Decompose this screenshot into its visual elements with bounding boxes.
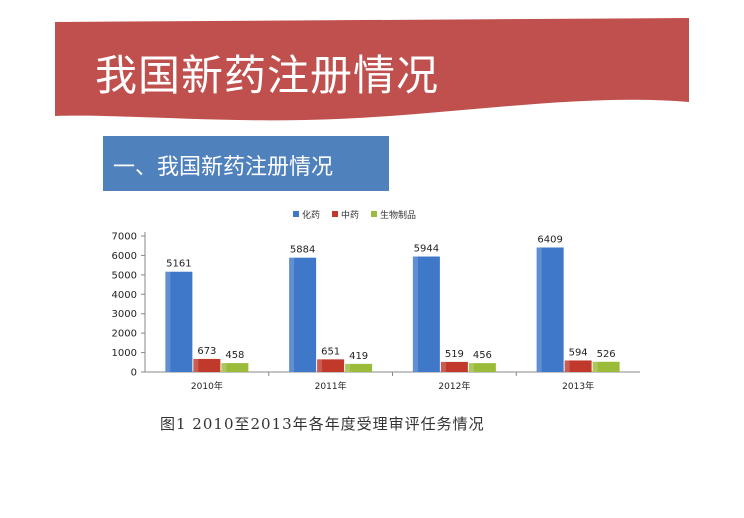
bar-highlight — [289, 257, 295, 372]
y-tick-label: 5000 — [112, 270, 137, 281]
y-tick-label: 3000 — [112, 309, 137, 320]
y-tick-label: 7000 — [112, 232, 137, 243]
y-tick-label: 4000 — [112, 290, 137, 301]
bar-highlight — [564, 360, 570, 372]
y-tick-label: 6000 — [112, 251, 137, 262]
data-label: 6409 — [537, 234, 562, 245]
bar-highlight — [193, 358, 199, 372]
bar-highlight — [592, 361, 598, 372]
legend-label: 中药 — [341, 209, 359, 221]
section-title: 一、我国新药注册情况 — [113, 155, 334, 180]
bar-highlight — [468, 363, 474, 372]
bar — [468, 363, 496, 372]
data-label: 458 — [225, 350, 244, 361]
data-label: 526 — [597, 349, 616, 360]
data-label: 519 — [445, 349, 464, 360]
data-label: 5884 — [290, 245, 315, 256]
bar — [592, 361, 620, 372]
y-tick-label: 1000 — [112, 348, 137, 359]
x-tick-label: 2010年 — [191, 380, 223, 392]
bar-chart: 化药 中药 生物制品 0 1000 2000 3000 4000 5000 6000 7000 201… — [95, 200, 655, 405]
legend-label: 生物制品 — [380, 209, 416, 221]
bar-highlight — [412, 256, 418, 372]
data-label: 5161 — [166, 259, 191, 270]
bar — [564, 360, 592, 372]
legend-label: 化药 — [302, 209, 320, 221]
bar — [412, 256, 440, 372]
bar — [536, 247, 564, 372]
bar — [345, 363, 373, 372]
bar-highlight — [440, 361, 446, 372]
y-tick-label: 2000 — [112, 329, 137, 340]
data-label: 456 — [473, 350, 492, 361]
bar — [193, 358, 221, 372]
data-label: 5944 — [414, 244, 439, 255]
data-label: 594 — [569, 347, 588, 358]
bar-highlight — [536, 247, 542, 372]
bar — [289, 257, 317, 372]
bar-highlight — [221, 363, 227, 372]
section-header: 一、我国新药注册情况 — [103, 136, 389, 191]
data-label: 673 — [197, 346, 216, 357]
data-label: 651 — [321, 346, 340, 357]
bar-highlight — [345, 363, 351, 372]
bar — [317, 359, 345, 372]
x-tick-label: 2013年 — [562, 380, 594, 392]
bar — [221, 363, 249, 372]
chart-svg: 化药 中药 生物制品 0 1000 2000 3000 4000 5000 6000 7000 201… — [112, 209, 640, 392]
bar — [440, 361, 468, 372]
y-tick-label: 0 — [131, 368, 137, 379]
banner-shape — [55, 18, 689, 121]
figure-caption: 图1 2010至2013年各年度受理审评任务情况 — [160, 415, 485, 433]
data-label: 419 — [349, 351, 368, 362]
x-tick-label: 2011年 — [315, 380, 347, 392]
title-banner: 我国新药注册情况 — [55, 18, 689, 123]
legend-swatch — [293, 211, 299, 217]
bar — [165, 271, 193, 372]
x-tick-label: 2012年 — [438, 380, 470, 392]
legend-swatch — [371, 211, 377, 217]
bar-highlight — [165, 271, 171, 372]
legend-swatch — [332, 211, 338, 217]
bar-highlight — [317, 359, 323, 372]
page-title: 我国新药注册情况 — [95, 51, 440, 100]
